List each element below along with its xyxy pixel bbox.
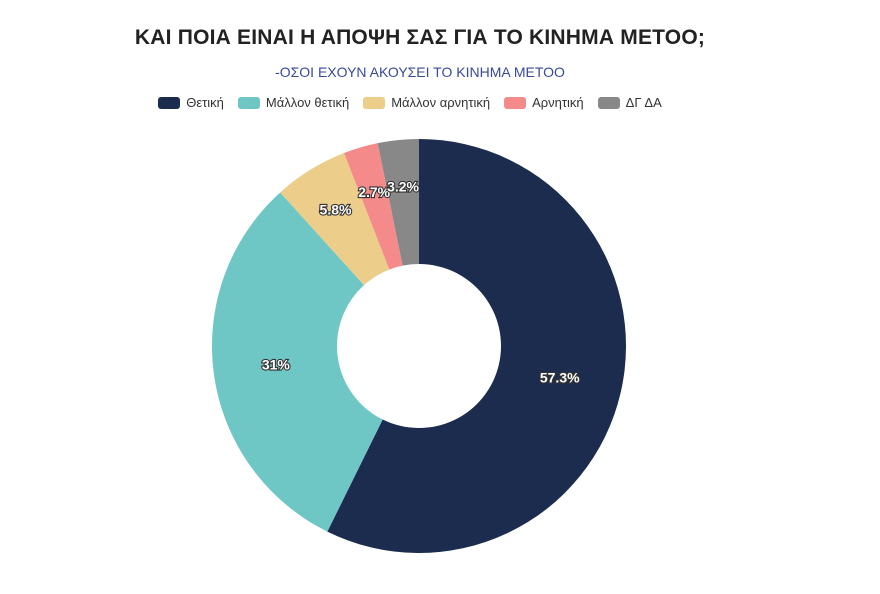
legend-swatch-arnitiki <box>504 96 527 109</box>
chart-legend: Θετική Μάλλον θετική Μάλλον αρνητική Αρν… <box>0 95 820 110</box>
legend-label-arnitiki: Αρνητική <box>532 95 584 110</box>
slice-label-dg-da: 3.2% <box>387 179 419 195</box>
slice-thetiki[interactable] <box>327 139 627 553</box>
slice-mallon-arnitiki[interactable] <box>280 153 390 286</box>
legend-label-mallon-thetiki: Μάλλον θετική <box>265 95 350 110</box>
legend-item-mallon-thetiki[interactable]: Μάλλον θετική <box>237 95 350 110</box>
legend-item-arnitiki[interactable]: Αρνητική <box>504 95 584 110</box>
legend-swatch-thetiki <box>158 96 181 109</box>
slice-mallon-thetiki[interactable] <box>212 192 383 532</box>
slice-label-mallon-thetiki: 31% <box>262 357 291 373</box>
legend-item-mallon-arnitiki[interactable]: Μάλλον αρνητική <box>363 95 490 110</box>
chart-title: ΚΑΙ ΠΟΙΑ ΕΙΝΑΙ Η ΑΠΟΨΗ ΣΑΣ ΓΙΑ ΤΟ ΚΙΝΗΜΑ… <box>134 26 706 49</box>
legend-item-thetiki[interactable]: Θετική <box>158 95 224 110</box>
legend-item-dg-da[interactable]: ΔΓ ΔΑ <box>597 95 662 110</box>
legend-swatch-mallon-arnitiki <box>363 96 386 109</box>
slice-label-mallon-arnitiki: 5.8% <box>320 201 352 217</box>
chart-subtitle: -ΟΣΟΙ ΕΧΟΥΝ ΑΚΟΥΣΕΙ ΤΟ ΚΙΝΗΜΑ ΜΕΤΟΟ <box>275 64 565 80</box>
legend-swatch-dg-da <box>597 96 620 109</box>
legend-label-mallon-arnitiki: Μάλλον αρνητική <box>391 95 491 110</box>
slice-label-thetiki: 57.3% <box>540 370 580 386</box>
slice-dg-da[interactable] <box>377 139 419 266</box>
legend-label-thetiki: Θετική <box>186 95 224 110</box>
legend-swatch-mallon-thetiki <box>237 96 260 109</box>
legend-label-dg-da: ΔΓ ΔΑ <box>625 95 662 110</box>
slice-arnitiki[interactable] <box>344 143 403 270</box>
slice-label-arnitiki: 2.7% <box>358 184 390 200</box>
